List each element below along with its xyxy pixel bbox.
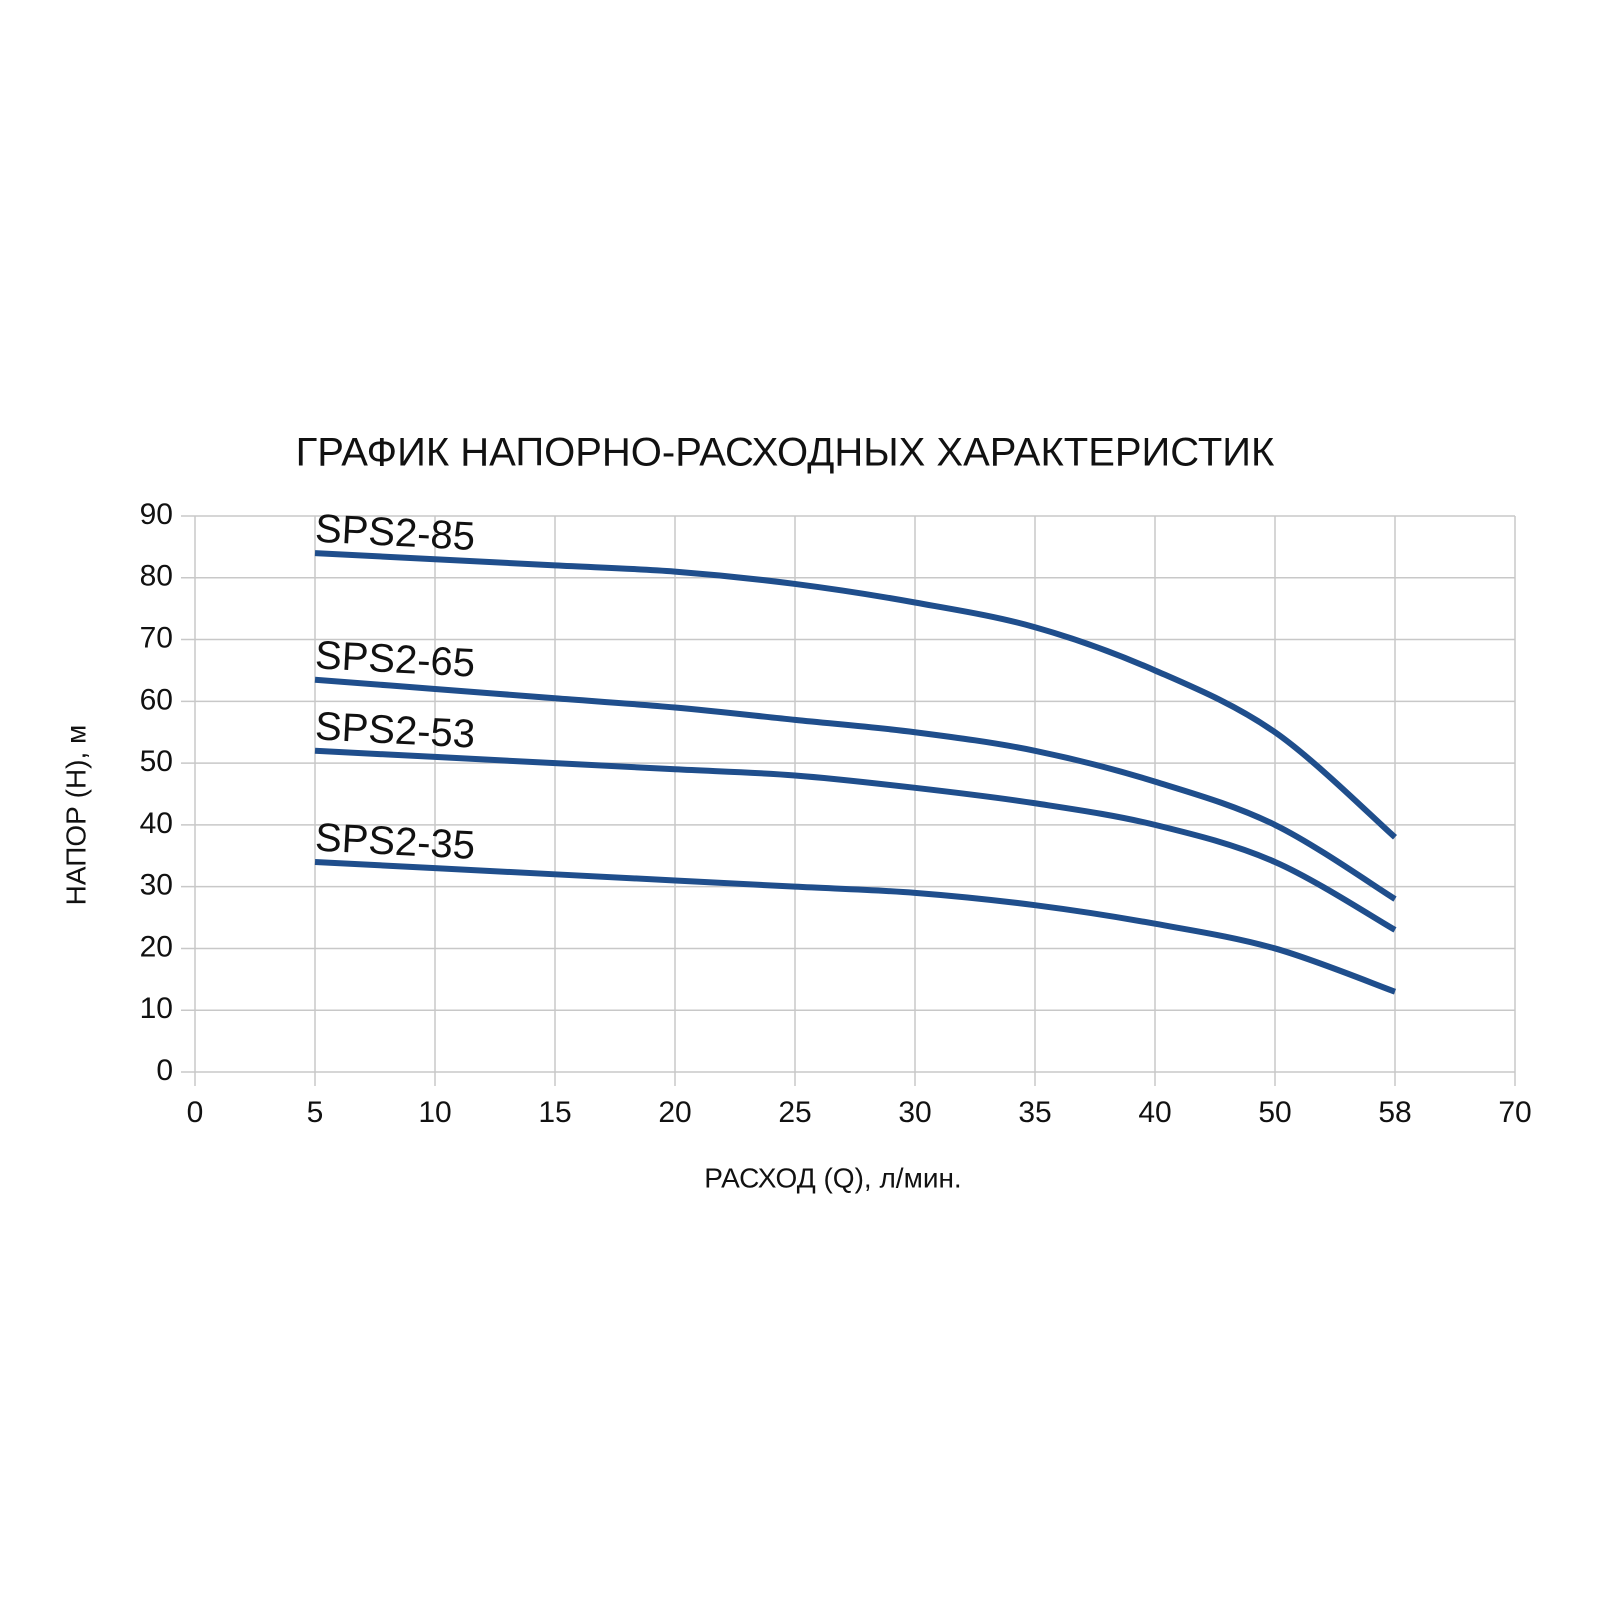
y-tick-label: 40	[140, 807, 173, 840]
y-tick-label: 20	[140, 930, 173, 963]
x-tick-label: 40	[1138, 1096, 1171, 1129]
y-tick-label: 70	[140, 621, 173, 654]
x-tick-label: 58	[1378, 1096, 1411, 1129]
series-line	[314, 747, 1397, 933]
x-tick-label: 5	[307, 1096, 324, 1129]
y-tick-label: 60	[140, 683, 173, 716]
series-label: SPS2-35	[314, 816, 476, 868]
x-tick-label: 15	[538, 1096, 571, 1129]
y-tick-label: 80	[140, 560, 173, 593]
series-line	[314, 858, 1397, 995]
series-line	[314, 676, 1397, 902]
series-label: SPS2-85	[314, 507, 476, 559]
x-tick-label: 10	[418, 1096, 451, 1129]
series-label: SPS2-65	[314, 633, 476, 685]
y-tick-label: 50	[140, 745, 173, 778]
x-tick-label: 25	[778, 1096, 811, 1129]
x-tick-label: 50	[1258, 1096, 1291, 1129]
y-tick-label: 0	[156, 1054, 173, 1087]
x-axis-title: РАСХОД (Q), л/мин.	[704, 1162, 961, 1193]
x-tick-label: 70	[1498, 1096, 1531, 1129]
x-tick-label: 30	[898, 1096, 931, 1129]
chart-title: ГРАФИК НАПОРНО-РАСХОДНЫХ ХАРАКТЕРИСТИК	[296, 431, 1275, 475]
x-tick-label: 20	[658, 1096, 691, 1129]
y-tick-label: 10	[140, 992, 173, 1025]
y-axis-title: НАПОР (H), м	[60, 725, 91, 906]
series-line	[314, 550, 1397, 840]
y-tick-label: 90	[140, 498, 173, 531]
x-tick-label: 35	[1018, 1096, 1051, 1129]
y-tick-label: 30	[140, 869, 173, 902]
x-tick-label: 0	[187, 1096, 204, 1129]
series-label: SPS2-53	[314, 704, 476, 756]
